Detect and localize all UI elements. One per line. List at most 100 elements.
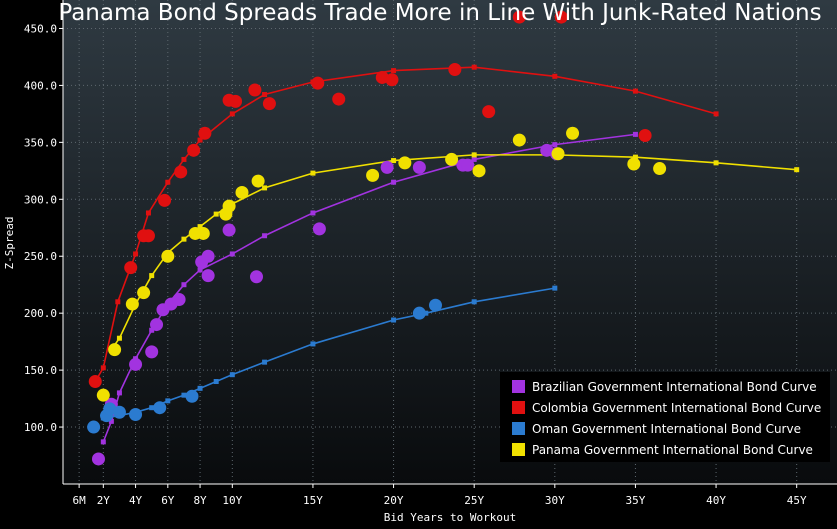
x-tick-label: 35Y	[626, 494, 646, 507]
colombia-curve-line	[94, 66, 717, 382]
brazil-curve-point	[149, 327, 155, 333]
oman-bond-point	[87, 420, 101, 434]
x-tick-label: 10Y	[222, 494, 242, 507]
panama-curve-point	[149, 273, 155, 279]
brazil-bond-point	[145, 345, 159, 359]
brazil-curve-point	[197, 267, 203, 273]
oman-curve-point	[552, 285, 558, 291]
oman-bond-point	[112, 405, 126, 419]
colombia-bond-point	[482, 105, 496, 119]
oman-curve-point	[471, 299, 477, 305]
x-tick-label: 20Y	[384, 494, 404, 507]
brazil-curve-point	[632, 131, 638, 137]
panama-curve-point	[262, 185, 268, 191]
colombia-bond-point	[554, 10, 568, 24]
brazil-bond-point	[91, 452, 105, 466]
legend-label-brazil: Brazilian Government International Bond …	[532, 380, 817, 394]
y-tick-label: 450.0	[24, 22, 57, 35]
colombia-bond-point	[262, 97, 276, 111]
legend-label-panama: Panama Government International Bond Cur…	[532, 443, 813, 457]
oman-curve-point	[165, 398, 171, 404]
brazil-bond-point	[201, 269, 215, 283]
panama-bond-point	[137, 286, 151, 300]
x-tick-label: 6M	[73, 494, 87, 507]
oman-curve-point	[197, 385, 203, 391]
panama-bond-point	[566, 126, 580, 140]
panama-bond-point	[235, 185, 249, 199]
colombia-bond-point	[174, 165, 188, 179]
panama-curve-point	[794, 167, 800, 173]
colombia-bond-point	[141, 229, 155, 243]
panama-curve-point	[116, 335, 122, 341]
y-tick-label: 150.0	[24, 364, 57, 377]
panama-curve-point	[471, 152, 477, 158]
oman-bond-point	[153, 401, 167, 415]
panama-bond-point	[398, 156, 412, 170]
brazil-curve-point	[229, 251, 235, 257]
brazil-bond-point	[201, 249, 215, 263]
colombia-curve-point	[100, 365, 106, 371]
x-tick-label: 6Y	[161, 494, 175, 507]
colombia-curve-point	[115, 299, 121, 305]
colombia-curve-point	[197, 137, 203, 143]
colombia-bond-point	[512, 10, 526, 24]
legend-label-colombia: Colombia Government International Bond C…	[532, 401, 821, 415]
colombia-bond-point	[332, 92, 346, 106]
oman-curve-point	[262, 359, 268, 365]
x-tick-label: 30Y	[545, 494, 565, 507]
brazil-bond-point	[129, 357, 143, 371]
panama-bond-point	[222, 199, 236, 213]
x-tick-label: 4Y	[129, 494, 143, 507]
x-tick-label: 25Y	[464, 494, 484, 507]
panama-bond-point	[96, 388, 110, 402]
x-tick-label: 15Y	[303, 494, 323, 507]
colombia-curve-point	[229, 111, 235, 117]
x-tick-label: 8Y	[193, 494, 207, 507]
oman-bond-point	[428, 298, 442, 312]
colombia-curve-point	[632, 88, 638, 94]
legend-swatch-panama	[512, 443, 525, 456]
colombia-curve-point	[145, 210, 151, 216]
brazil-bond-point	[172, 293, 186, 307]
panama-bond-point	[551, 147, 565, 161]
panama-curve-point	[391, 158, 397, 164]
colombia-curve-point	[471, 64, 477, 70]
oman-curve-point	[229, 372, 235, 378]
panama-bond-point	[251, 174, 265, 188]
panama-curve-point	[197, 224, 203, 230]
panama-bond-point	[627, 157, 641, 171]
y-tick-label: 100.0	[24, 421, 57, 434]
oman-bond-point	[129, 408, 143, 422]
brazil-curve-point	[262, 233, 268, 239]
oman-curve-point	[310, 341, 316, 347]
x-tick-label: 40Y	[706, 494, 726, 507]
colombia-bond-point	[229, 94, 243, 108]
brazil-bond-point	[250, 270, 263, 284]
panama-curve-point	[181, 236, 187, 242]
colombia-curve-point	[165, 179, 171, 185]
colombia-bond-point	[187, 143, 201, 157]
oman-bond-point	[412, 306, 426, 320]
brazil-curve-point	[108, 418, 114, 424]
brazil-curve-point	[100, 439, 106, 445]
colombia-bond-point	[311, 76, 325, 90]
panama-bond-point	[512, 133, 526, 147]
panama-bond-point	[161, 249, 175, 263]
x-tick-label: 2Y	[97, 494, 111, 507]
x-axis-label: Bid Years to Workout	[384, 511, 516, 524]
panama-bond-point	[196, 226, 210, 240]
panama-curve-point	[310, 170, 316, 176]
chart-title: Panama Bond Spreads Trade More in Line W…	[58, 0, 821, 26]
y-tick-label: 250.0	[24, 250, 57, 263]
oman-curve-point	[181, 392, 187, 398]
brazil-curve-point	[310, 210, 316, 216]
panama-bond-point	[472, 164, 486, 178]
panama-curve-point	[713, 160, 719, 166]
colombia-bond-point	[198, 126, 212, 140]
colombia-curve-point	[713, 111, 719, 117]
brazil-bond-point	[380, 160, 394, 174]
oman-bond-point	[185, 389, 199, 403]
legend-label-oman: Oman Government International Bond Curve	[532, 422, 801, 436]
brazil-curve-point	[181, 282, 187, 288]
